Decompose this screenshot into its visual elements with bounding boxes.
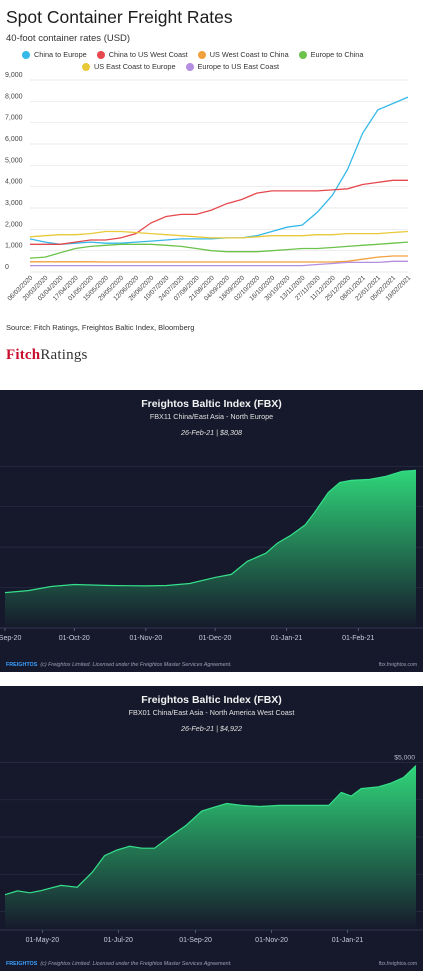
fbx01-footer-url: fbx.freightos.com [378, 961, 417, 967]
chart-subtitle: 40-foot container rates (USD) [6, 33, 131, 44]
fbx11-footer-url: fbx.freightos.com [378, 662, 417, 668]
legend-swatch [298, 50, 307, 59]
legend-item: Europe to US East Coast [185, 62, 280, 71]
y-tick-label: 4,000 [5, 179, 23, 186]
legend-item: China to Europe [22, 50, 87, 59]
fbx11-title: Freightos Baltic Index (FBX) [141, 398, 282, 410]
x-tick-label: 01-May-20 [26, 937, 60, 944]
legend-label: Europe to China [310, 50, 364, 59]
legend-label: US East Coast to Europe [94, 62, 176, 71]
x-tick-label: 01-Sep-20 [0, 635, 21, 642]
legend-swatch [96, 50, 105, 59]
x-tick-label: 01-Nov-20 [255, 937, 288, 944]
fbx11-subtitle: FBX11 China/East Asia - North Europe [149, 412, 274, 421]
legend-swatch [22, 50, 30, 59]
y-tick-label: 7,000 [5, 115, 23, 122]
legend-item: US West Coast to China [197, 50, 289, 59]
series-line [30, 255, 408, 263]
y-tick-label: 6,000 [5, 136, 23, 143]
y-tick-label: 5,000 [5, 157, 23, 164]
x-tick-label: 01-Feb-21 [342, 635, 374, 642]
fbx11-area-chart: $0$2,000$4,000$6,00001-Sep-2001-Oct-2001… [0, 465, 423, 642]
fbx01-footer: FREIGHTOS (c) Freightos Limited. Licensed… [6, 961, 232, 967]
y-tick-label: $5,000 [394, 755, 415, 762]
legend-item: Europe to China [298, 50, 364, 59]
legend-swatch [185, 62, 194, 71]
x-tick-label: 01-Nov-20 [130, 635, 163, 642]
series-line [4, 469, 417, 594]
x-tick-label: 01-Dec-20 [199, 635, 232, 642]
area-fill [5, 470, 416, 628]
freightos-logo: FREIGHTOS [6, 662, 38, 668]
fbx11-panel: Freightos Baltic Index (FBX) FBX11 China… [0, 390, 423, 672]
fitch-ratings-logo: FitchRatings [6, 347, 88, 363]
chart-title: Spot Container Freight Rates [6, 7, 233, 27]
fbx01-date-value: 26-Feb-21 | $4,922 [180, 724, 242, 733]
y-tick-label: 1,000 [5, 243, 23, 250]
fitch-chart-panel: Spot Container Freight Rates 40-foot con… [0, 0, 423, 380]
series-line [29, 241, 409, 259]
series-line [29, 230, 409, 239]
fbx11-date-value: 26-Feb-21 | $8,308 [180, 428, 242, 437]
fbx01-subtitle: FBX01 China/East Asia - North America We… [128, 708, 295, 717]
fbx01-title: Freightos Baltic Index (FBX) [141, 694, 282, 706]
fbx11-footer: FREIGHTOS (c) Freightos Limited. Licensed… [6, 662, 232, 668]
legend-label: Europe to US East Coast [197, 62, 280, 71]
x-tick-label: 01-Sep-20 [179, 937, 212, 944]
y-tick-label: 0 [5, 264, 9, 271]
x-tick-label: 01-Jan-21 [332, 937, 364, 944]
chart-legend: China to Europe China to US West Coast US … [22, 50, 417, 71]
legend-label: China to US West Coast [108, 50, 188, 59]
series-line [4, 765, 417, 896]
series-line [30, 179, 408, 245]
fbx01-area-chart: $1,000$2,000$3,000$4,000$5,00001-May-200… [0, 755, 423, 944]
freightos-logo: FREIGHTOS [6, 961, 38, 967]
chart-source: Source: Fitch Ratings, Freightos Baltic … [6, 323, 195, 332]
legend-label: US West Coast to China [209, 50, 289, 59]
area-fill [5, 765, 416, 930]
series-line [30, 260, 408, 267]
x-tick-label: 01-Jul-20 [104, 937, 133, 944]
legend-item: China to US West Coast [96, 50, 188, 59]
legend-label: China to Europe [34, 50, 87, 59]
y-tick-label: 2,000 [5, 221, 23, 228]
x-tick-label: 01-Jan-21 [271, 635, 303, 642]
y-tick-label: 9,000 [5, 72, 23, 79]
legend-item: US East Coast to Europe [82, 62, 176, 71]
y-tick-label: 3,000 [5, 200, 23, 207]
legend-swatch [197, 50, 206, 59]
fbx01-panel: Freightos Baltic Index (FBX) FBX01 China… [0, 686, 423, 971]
legend-swatch [82, 62, 90, 71]
x-tick-label: 01-Oct-20 [59, 635, 90, 642]
y-tick-label: 8,000 [5, 93, 23, 100]
series-line [29, 96, 409, 245]
fitch-line-chart: 0 1,000 2,000 3,000 4,000 5,000 6,000 7,000 8,00… [5, 72, 413, 302]
